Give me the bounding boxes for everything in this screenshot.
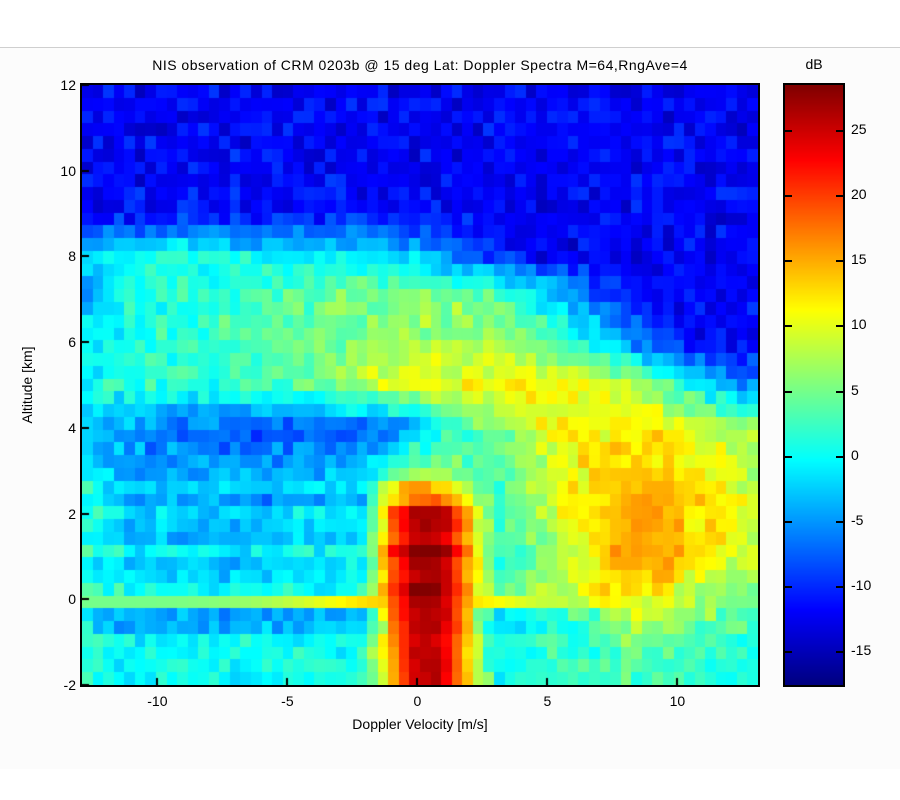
colorbar-tick-mark [836,325,843,328]
y-tick-label: 12 [60,77,76,93]
colorbar-tick-label: 15 [851,251,867,268]
colorbar-gradient [785,85,843,685]
colorbar-tick-mark [785,129,792,132]
colorbar-tick-mark [785,390,792,393]
y-tick-label: 0 [68,591,76,608]
colorbar-tick-label: -10 [851,577,872,594]
colorbar-tick-mark [785,651,792,654]
colorbar-tick-mark [785,194,792,197]
x-tick-label: 10 [669,693,686,709]
y-tick-label: 2 [68,505,76,522]
colorbar-tick-mark [836,586,843,589]
colorbar-tick-mark [785,455,792,458]
doppler-spectra-heatmap [82,85,758,685]
colorbar-tick-mark [785,586,792,589]
plot-area [80,83,760,687]
y-tick-label: -2 [63,677,76,693]
colorbar-tick-label: 5 [851,381,859,398]
colorbar-tick-label: -15 [851,642,872,659]
x-tick-label: -10 [147,693,168,709]
colorbar-tick-label: 25 [851,120,867,137]
colorbar-tick-mark [836,455,843,458]
colorbar-tick-label: 0 [851,446,859,463]
plot-title: NIS observation of CRM 0203b @ 15 deg La… [152,57,688,73]
colorbar-title: dB [805,56,823,72]
colorbar-tick-mark [785,260,792,263]
colorbar [783,83,845,687]
colorbar-tick-label: 10 [851,316,867,333]
y-tick-label: 4 [68,419,76,436]
y-tick-label: 6 [68,334,76,351]
colorbar-tick-mark [785,520,792,523]
colorbar-tick-mark [836,129,843,132]
x-tick-label: 0 [413,693,422,709]
colorbar-tick-mark [836,520,843,523]
colorbar-tick-mark [836,651,843,654]
y-tick-label: 10 [60,162,76,179]
colorbar-tick-label: 20 [851,185,867,202]
colorbar-tick-mark [836,390,843,393]
colorbar-tick-mark [836,194,843,197]
colorbar-tick-mark [836,260,843,263]
y-tick-label: 8 [68,248,76,265]
y-axis-label: Altitude [km] [19,346,35,424]
colorbar-tick-mark [785,325,792,328]
x-axis-label: Doppler Velocity [m/s] [352,716,488,732]
x-tick-label: 5 [543,693,552,709]
x-tick-label: -5 [281,693,294,709]
colorbar-tick-label: -5 [851,511,864,528]
